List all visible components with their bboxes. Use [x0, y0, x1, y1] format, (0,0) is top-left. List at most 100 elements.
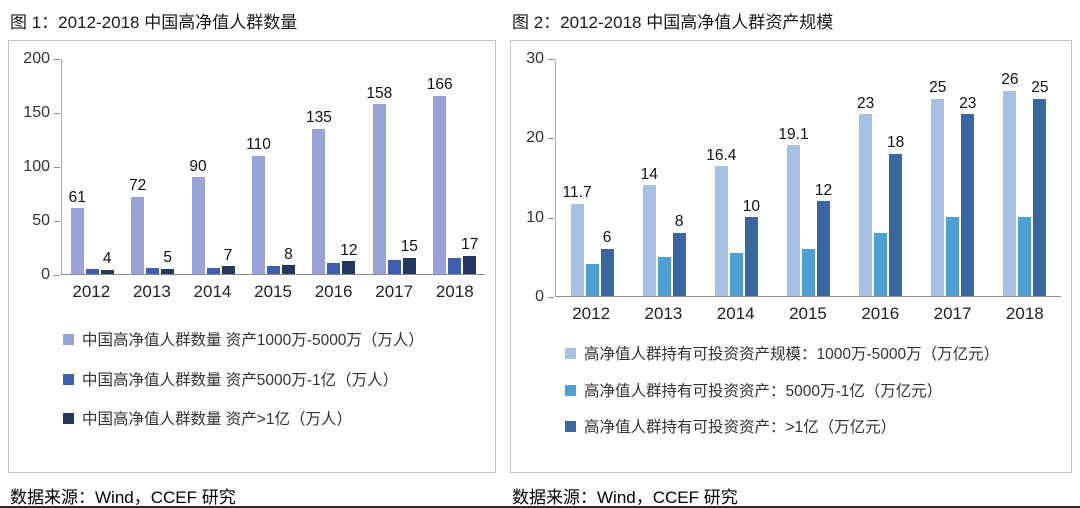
x-axis: 2012 2013 2014 2015 2016 2017 2018 [555, 304, 1061, 324]
x-tick-label: 2017 [933, 304, 972, 323]
bar [657, 256, 671, 296]
bar: 6 [600, 230, 614, 296]
bar-group: 19.1 12 [772, 59, 844, 296]
legend-item: 高净值人群持有可投资资产：>1亿（万亿元） [565, 417, 1061, 439]
bar-group: 25 23 [917, 59, 989, 296]
x-tick-label: 2012 [72, 282, 111, 301]
bar: 16.4 [706, 148, 736, 296]
bar [206, 267, 220, 274]
legend-label: 中国高净值人群数量 资产1000万-5000万（万人） [82, 332, 424, 349]
y-tick-label: 150 [23, 104, 60, 121]
bar-group: 90 7 [183, 59, 243, 274]
figure-1-section: 图 1：2012-2018 中国高净值人群数量 0 50 100 150 200 61 4… [8, 6, 496, 508]
legend-item: 高净值人群持有可投资资产：5000万-1亿（万亿元） [565, 381, 1061, 403]
bar-value-label: 19.1 [778, 125, 809, 143]
bar-value-label: 23 [959, 94, 977, 112]
legend-label: 中国高净值人群数量 资产5000万-1亿（万人） [82, 371, 399, 389]
bar: 8 [672, 214, 686, 296]
bar: 23 [857, 96, 874, 296]
bar [146, 267, 160, 274]
legend-label: 高净值人群持有可投资资产：5000万-1亿（万亿元） [584, 382, 943, 400]
bar-value-label: 25 [929, 79, 947, 96]
bar: 11.7 [563, 185, 592, 296]
bar: 8 [281, 247, 295, 274]
bar-value-label: 8 [284, 245, 293, 263]
bar: 5 [161, 250, 175, 274]
y-tick-label: 50 [32, 212, 60, 229]
bar-value-label: 110 [246, 136, 271, 154]
legend-label: 高净值人群持有可投资资产：>1亿（万亿元） [584, 419, 897, 437]
bar [585, 264, 599, 296]
legend-swatch-icon [63, 373, 74, 385]
bar [1018, 217, 1032, 296]
x-tick-label: 2012 [572, 304, 611, 323]
bar-group: 23 18 [845, 59, 917, 296]
x-tick-label: 2016 [314, 282, 353, 301]
bar-value-label: 5 [163, 249, 172, 267]
figure-2-panel: 0 10 20 30 11.7 6 14 8 16.4 10 19.1 12 23 18 25 23 26 25… [510, 40, 1072, 473]
bar [729, 252, 743, 296]
bar-value-label: 61 [68, 188, 86, 206]
bar: 18 [887, 135, 904, 296]
x-tick-label: 2013 [132, 282, 171, 301]
chart-area: 0 50 100 150 200 61 4 72 5 90 7 110 8 135 12 158 15 166 1… [17, 51, 485, 283]
legend-swatch-icon [63, 334, 74, 345]
bar-group: 110 8 [243, 59, 303, 274]
legend-swatch-icon [565, 348, 576, 359]
legend-item: 中国高净值人群数量 资产1000万-5000万（万人） [63, 330, 485, 352]
bar-group: 158 15 [364, 59, 424, 274]
bar [327, 263, 341, 274]
y-tick-label: 30 [526, 50, 554, 67]
y-tick-label: 20 [526, 129, 554, 147]
bar-value-label: 135 [305, 109, 332, 127]
bar [85, 268, 99, 274]
bar: 14 [641, 167, 658, 296]
plot-area: 11.7 6 14 8 16.4 10 19.1 12 23 18 25 23 26 25 [555, 59, 1061, 297]
bar: 10 [743, 199, 760, 296]
x-tick-label: 2015 [789, 304, 827, 323]
y-tick-label: 200 [23, 50, 60, 67]
bar: 110 [246, 137, 271, 274]
x-tick-label: 2013 [644, 304, 683, 323]
source-note: 数据来源：Wind，CCEF 研究 [10, 488, 236, 507]
bar: 19.1 [778, 127, 809, 296]
legend-swatch-icon [63, 413, 74, 425]
legend-label: 中国高净值人群数量 资产>1亿（万人） [82, 411, 352, 429]
bar-value-label: 25 [1031, 79, 1049, 96]
bar-value-label: 12 [814, 181, 833, 199]
bar-value-label: 4 [102, 250, 112, 268]
bar [946, 217, 960, 296]
bar-group: 166 17 [425, 59, 485, 274]
legend-swatch-icon [565, 384, 576, 396]
bar [801, 248, 815, 296]
bar: 61 [69, 190, 86, 274]
bar: 25 [929, 80, 946, 296]
bar-value-label: 90 [189, 157, 207, 175]
x-tick-label: 2014 [193, 282, 232, 301]
legend: 高净值人群持有可投资资产规模：1000万-5000万（万亿元） 高净值人群持有可投… [565, 344, 1061, 439]
figure-1-title: 图 1：2012-2018 中国高净值人群数量 [10, 13, 298, 32]
legend-item: 高净值人群持有可投资资产规模：1000万-5000万（万亿元） [565, 344, 1061, 366]
bar: 72 [129, 178, 146, 274]
bar-group: 26 25 [989, 59, 1061, 296]
source-note: 数据来源：Wind，CCEF 研究 [512, 488, 738, 507]
bar-group: 72 5 [122, 59, 182, 274]
x-tick-label: 2018 [435, 282, 474, 301]
y-tick-label: 10 [526, 208, 554, 226]
bar-value-label: 11.7 [562, 184, 592, 202]
y-axis: 0 50 100 150 200 [17, 51, 61, 283]
bar: 12 [815, 183, 832, 296]
bar-groups: 11.7 6 14 8 16.4 10 19.1 12 23 18 25 23 26 25 [556, 59, 1061, 296]
bar-value-label: 158 [366, 84, 393, 102]
legend-label: 高净值人群持有可投资资产规模：1000万-5000万（万亿元） [584, 346, 1000, 363]
bar: 17 [461, 237, 478, 274]
bar-value-label: 12 [340, 241, 358, 259]
bar-value-label: 10 [742, 197, 760, 215]
y-tick-label: 100 [23, 158, 60, 175]
bar-value-label: 17 [461, 236, 479, 254]
x-tick-label: 2017 [375, 282, 414, 301]
bar-group: 135 12 [304, 59, 364, 274]
bar-value-label: 16.4 [706, 146, 737, 164]
bar: 12 [340, 243, 358, 274]
